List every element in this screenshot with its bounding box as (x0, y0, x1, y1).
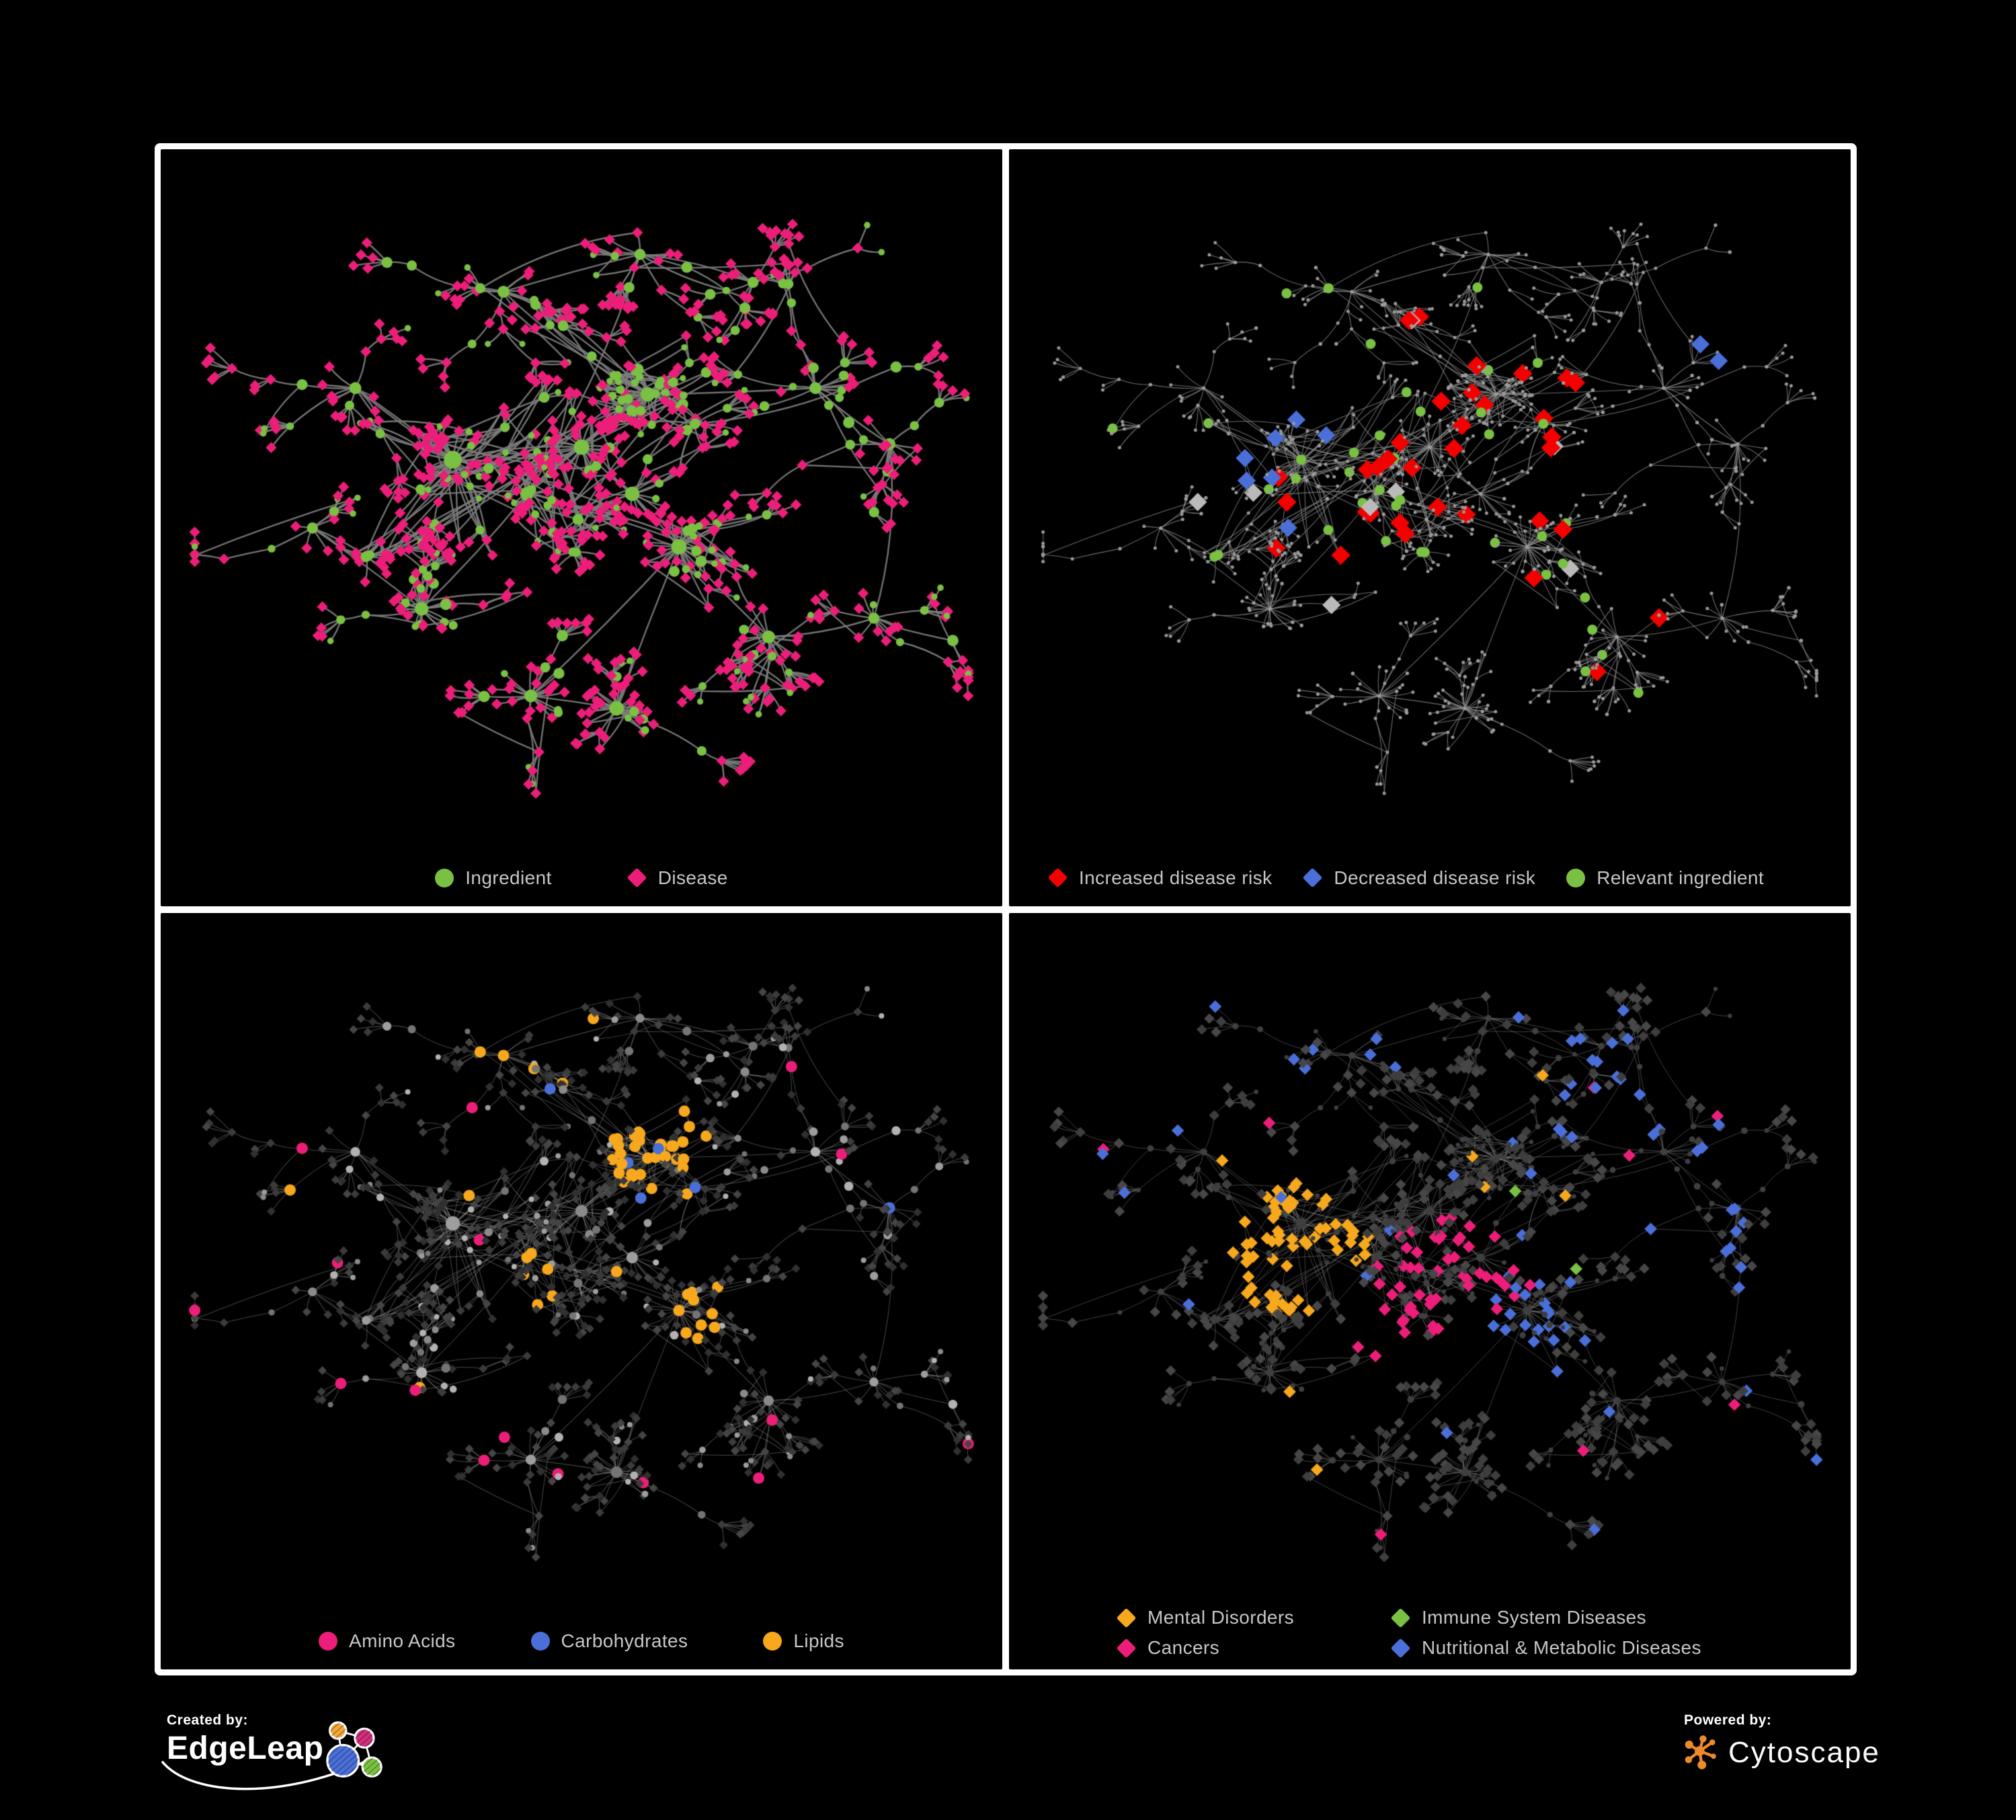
legend-item-carbohydrates: Carbohydrates (530, 1630, 688, 1652)
panel-grid: Ingredient Disease Increased disease ris… (155, 143, 1857, 1675)
legend-item-increased-risk: Increased disease risk (1047, 867, 1273, 889)
amino-acids-circle-icon (319, 1632, 338, 1651)
legend-label: Decreased disease risk (1334, 867, 1536, 888)
legend-label: Disease (657, 867, 728, 888)
decreased-risk-diamond-icon (1303, 867, 1323, 888)
ingredient-circle-icon (435, 868, 454, 887)
edgeleap-logo-icon (326, 1721, 383, 1778)
panel-nutrient-classes: Amino Acids Carbohydrates Lipids (161, 912, 1002, 1669)
network-canvas-ingredient-disease (161, 149, 1002, 906)
legend-nutrient-classes: Amino Acids Carbohydrates Lipids (161, 1630, 1002, 1652)
legend-label: Nutritional & Metabolic Diseases (1422, 1637, 1701, 1658)
legend-disease-classes: Mental Disorders Immune System Diseases … (1116, 1607, 1701, 1659)
legend-label: Ingredient (465, 867, 552, 888)
legend-item-mental-disorders: Mental Disorders (1116, 1607, 1364, 1628)
legend-label: Carbohydrates (561, 1630, 688, 1651)
legend-item-immune-system-diseases: Immune System Diseases (1390, 1607, 1701, 1628)
edgeleap-credit: Created by: EdgeLeap (161, 1712, 409, 1813)
legend-item-lipids: Lipids (763, 1630, 844, 1652)
legend-ingredient-disease: Ingredient Disease (161, 867, 1002, 889)
created-by-label: Created by: (167, 1712, 249, 1728)
legend-item-decreased-risk: Decreased disease risk (1303, 867, 1535, 889)
legend-label: Lipids (793, 1630, 844, 1651)
panel-disease-classes: Mental Disorders Immune System Diseases … (1009, 912, 1851, 1669)
powered-by-label: Powered by: (1684, 1712, 1772, 1728)
legend-item-cancers: Cancers (1116, 1637, 1364, 1659)
immune-diseases-diamond-icon (1390, 1608, 1411, 1628)
legend-label: Immune System Diseases (1422, 1607, 1647, 1628)
legend-label: Increased disease risk (1079, 867, 1273, 888)
network-canvas-disease-risk (1009, 149, 1851, 906)
lipids-circle-icon (763, 1632, 782, 1651)
legend-item-ingredient: Ingredient (435, 867, 552, 889)
legend-item-relevant-ingredient: Relevant ingredient (1566, 867, 1764, 889)
relevant-ingredient-circle-icon (1566, 868, 1586, 887)
legend-label: Cancers (1147, 1637, 1220, 1658)
network-canvas-nutrient-classes (161, 912, 1002, 1669)
increased-risk-diamond-icon (1047, 867, 1068, 888)
legend-item-nutritional-metabolic-diseases: Nutritional & Metabolic Diseases (1390, 1637, 1701, 1659)
legend-item-disease: Disease (627, 867, 728, 889)
legend-disease-risk: Increased disease risk Decreased disease… (1009, 867, 1851, 889)
edgeleap-brand-row: EdgeLeap (167, 1721, 409, 1798)
panel-disease-risk: Increased disease risk Decreased disease… (1009, 149, 1851, 906)
legend-label: Mental Disorders (1147, 1607, 1295, 1628)
legend-item-amino-acids: Amino Acids (319, 1630, 455, 1652)
nutritional-metabolic-diamond-icon (1390, 1638, 1411, 1658)
edgeleap-wordmark: EdgeLeap (167, 1731, 324, 1766)
cytoscape-logo-icon (1685, 1735, 1716, 1770)
mental-disorders-diamond-icon (1116, 1608, 1137, 1628)
network-canvas-disease-classes (1009, 912, 1851, 1669)
panel-ingredient-disease: Ingredient Disease (161, 149, 1002, 906)
cancers-diamond-icon (1116, 1638, 1137, 1658)
legend-label: Amino Acids (349, 1630, 456, 1651)
cytoscape-wordmark: Cytoscape (1728, 1736, 1880, 1769)
carbohydrates-circle-icon (530, 1632, 550, 1651)
cytoscape-credit: Powered by: (1684, 1712, 1880, 1772)
legend-label: Relevant ingredient (1597, 867, 1765, 888)
disease-diamond-icon (627, 867, 647, 888)
cytoscape-brand-row: Cytoscape (1684, 1734, 1880, 1772)
